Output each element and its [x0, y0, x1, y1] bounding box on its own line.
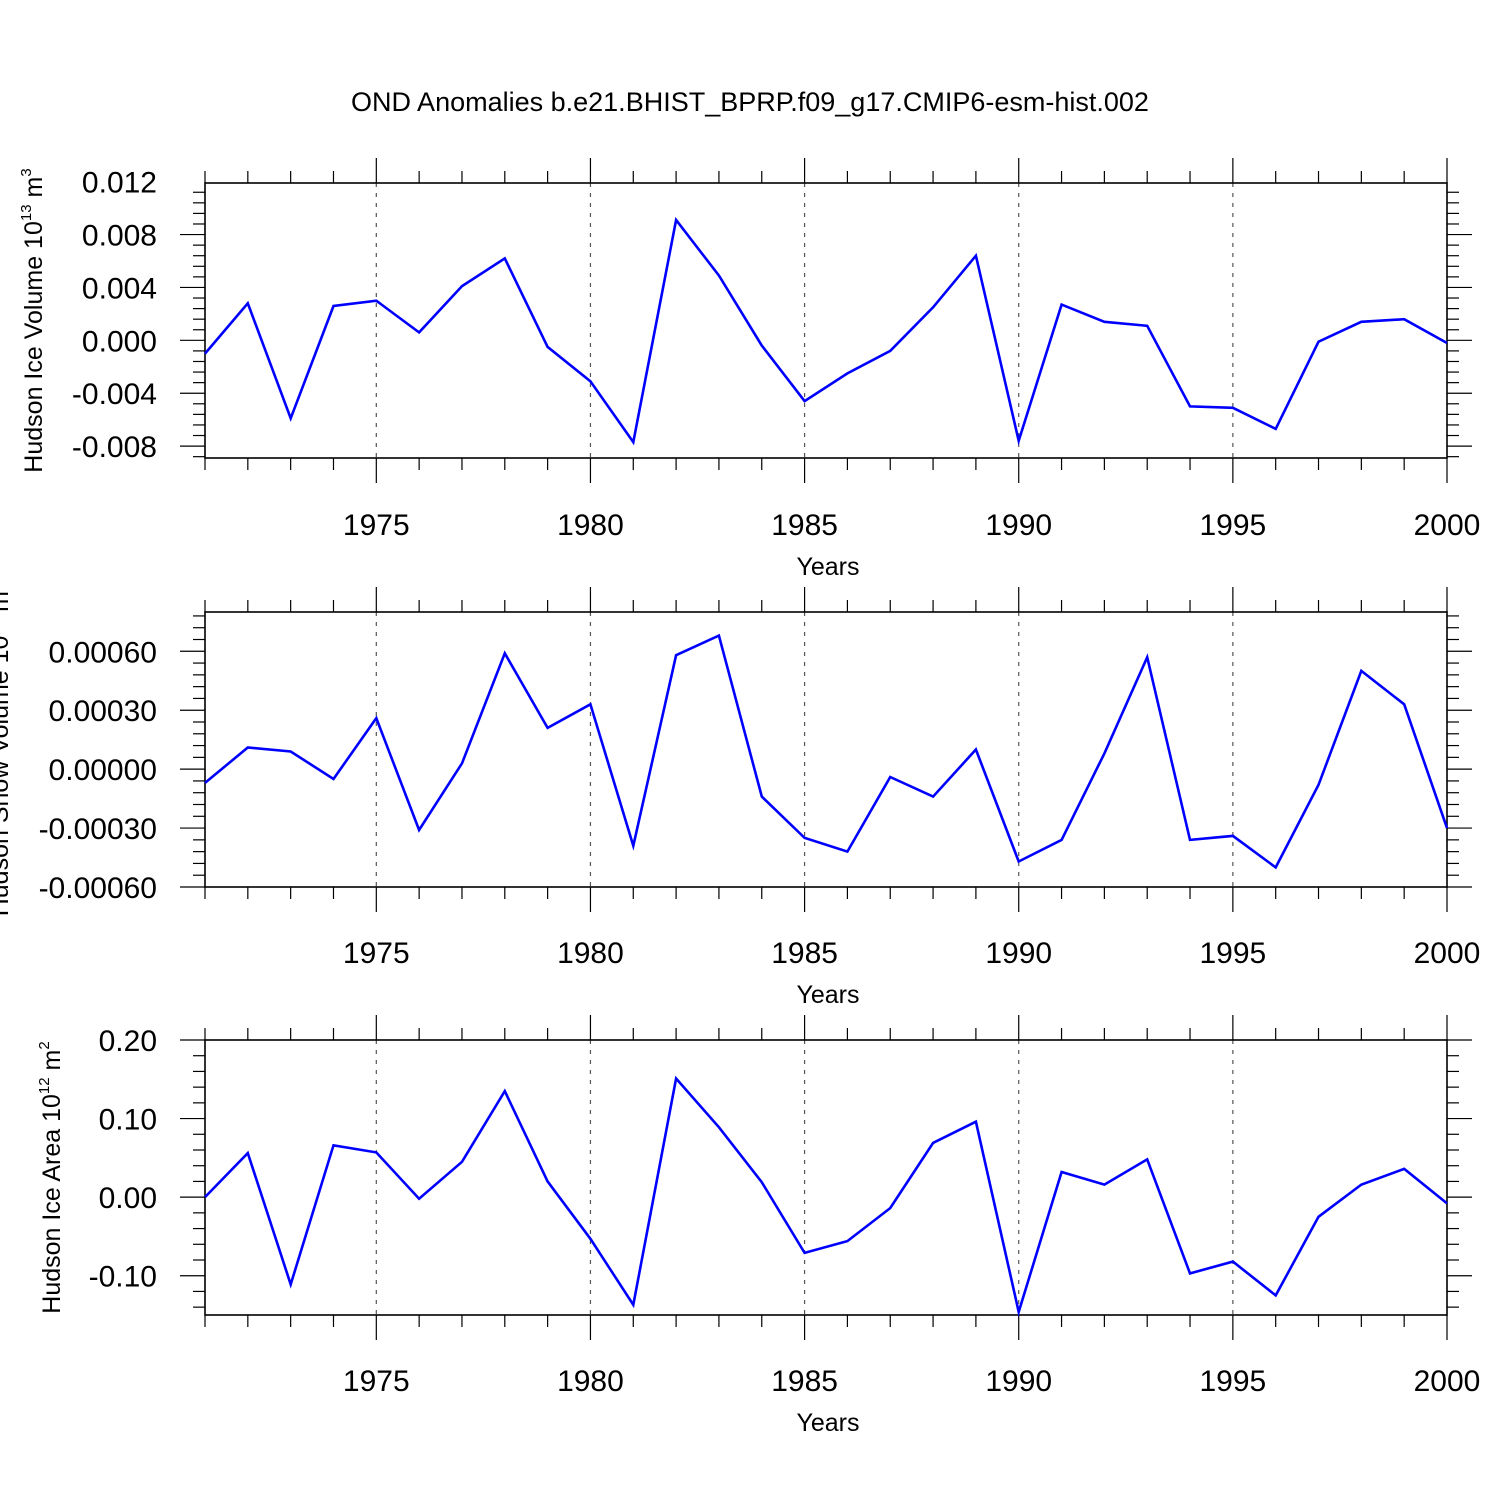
y-tick-label: 0.00060: [49, 636, 157, 669]
y-tick-label: 0.008: [82, 220, 157, 253]
x-tick-label: 2000: [1414, 509, 1481, 542]
x-tick-label: 1990: [985, 1365, 1052, 1398]
y-tick-label: -0.00060: [39, 872, 157, 905]
x-tick-label: 1975: [343, 937, 410, 970]
x-axis-title: Years: [796, 981, 859, 1009]
y-tick-label: 0.20: [99, 1025, 157, 1058]
figure-title: OND Anomalies b.e21.BHIST_BPRP.f09_g17.C…: [351, 87, 1149, 117]
y-tick-label: -0.004: [72, 378, 157, 411]
x-tick-label: 1995: [1199, 509, 1266, 542]
x-axis-title: Years: [796, 553, 859, 581]
y-axis-title: Hudson Ice Area 1012 m2: [36, 1041, 66, 1313]
x-tick-label: 1980: [557, 509, 624, 542]
panel-3: 1975 1980 1985 1990 1995 2000 -0.10 0.00 0.10 0.2…: [36, 1015, 1480, 1437]
x-axis-title: Years: [796, 1409, 859, 1437]
x-tick-label: 1980: [557, 1365, 624, 1398]
series-line: [204, 216, 1448, 446]
series-line: [204, 633, 1449, 870]
x-tick-label: 1975: [343, 1365, 410, 1398]
x-tick-label: 1985: [771, 1365, 838, 1398]
x-tick-label: 1990: [985, 937, 1052, 970]
x-tick-label: 1985: [771, 937, 838, 970]
y-tick-label: 0.000: [82, 325, 157, 358]
x-tick-label: 1980: [557, 937, 624, 970]
plot-frame: [204, 611, 1448, 888]
x-tick-label: 2000: [1414, 1365, 1481, 1398]
x-tick-label: 1995: [1199, 1365, 1266, 1398]
y-tick-label: 0.004: [82, 272, 157, 305]
y-axis-title: Hudson Snow Volume 1013 m3: [0, 583, 14, 917]
y-tick-label: -0.10: [89, 1261, 157, 1294]
y-tick-label: 0.10: [99, 1104, 157, 1137]
y-tick-label: -0.008: [72, 431, 157, 464]
plot-frame: [204, 182, 1448, 459]
x-tick-label: 1985: [771, 509, 838, 542]
panels: 1975 1980 1985 1990 1995 2000 -0.008 -0.004 0.00…: [0, 158, 1480, 1437]
x-tick-label: 1990: [985, 509, 1052, 542]
x-tick-label: 2000: [1414, 937, 1481, 970]
y-axis-title: Hudson Ice Volume 1013 m3: [18, 168, 48, 472]
x-tick-label: 1975: [343, 509, 410, 542]
plot-frame: [204, 1039, 1448, 1316]
series-line: [204, 1075, 1448, 1317]
y-tick-label: 0.012: [82, 167, 157, 200]
panel-1: 1975 1980 1985 1990 1995 2000 -0.008 -0.004 0.00…: [18, 158, 1480, 581]
y-tick-label: 0.00030: [49, 695, 157, 728]
x-tick-label: 1995: [1199, 937, 1266, 970]
panel-2: 1975 1980 1985 1990 1995 2000 -0.00060 -0.00030…: [0, 583, 1480, 1009]
y-tick-label: -0.00030: [39, 813, 157, 846]
y-tick-label: 0.00: [99, 1182, 157, 1215]
y-tick-label: 0.00000: [49, 754, 157, 787]
